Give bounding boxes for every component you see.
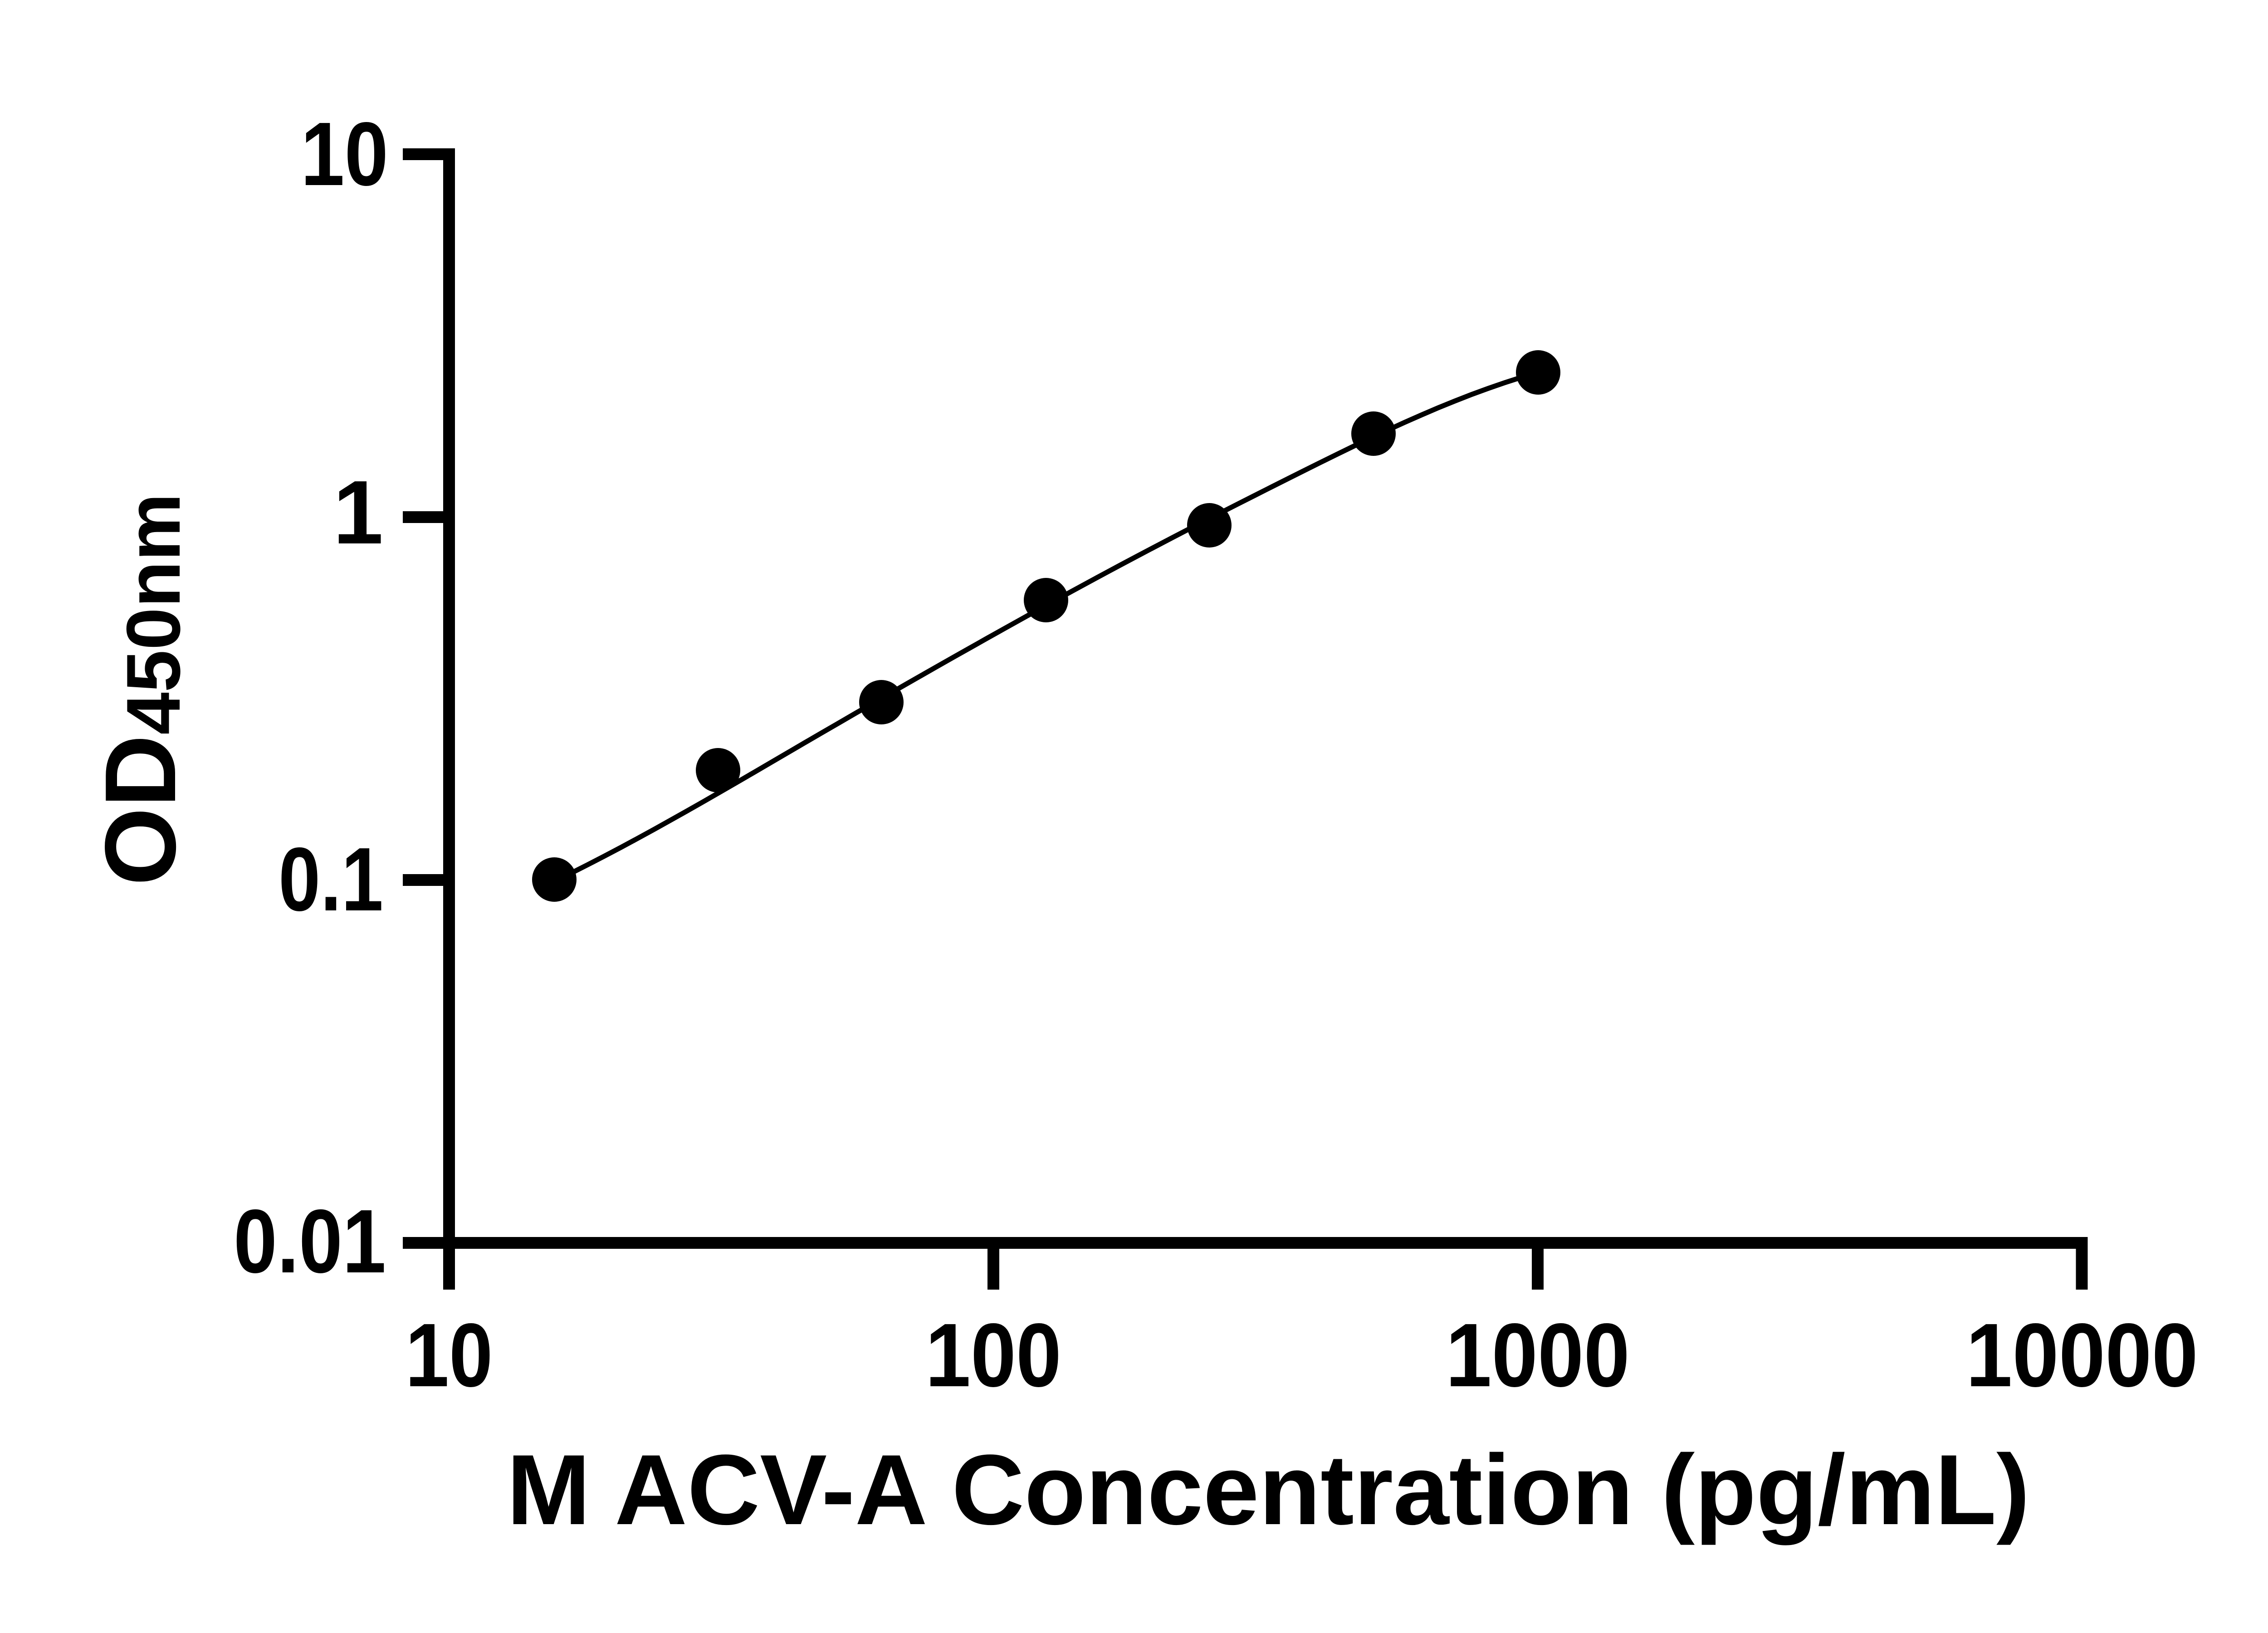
svg-text:0.1: 0.1 [279,829,383,930]
svg-text:1: 1 [333,462,383,563]
svg-text:OD450nm: OD450nm [84,493,197,885]
svg-text:100: 100 [925,1305,1061,1406]
svg-text:0.01: 0.01 [234,1191,386,1292]
svg-text:10: 10 [406,1305,493,1406]
svg-text:1000: 1000 [1446,1305,1630,1406]
svg-text:M ACV-A Concentration (pg/mL): M ACV-A Concentration (pg/mL) [507,1434,2030,1545]
svg-text:10: 10 [301,104,388,205]
svg-text:10000: 10000 [1966,1305,2198,1406]
